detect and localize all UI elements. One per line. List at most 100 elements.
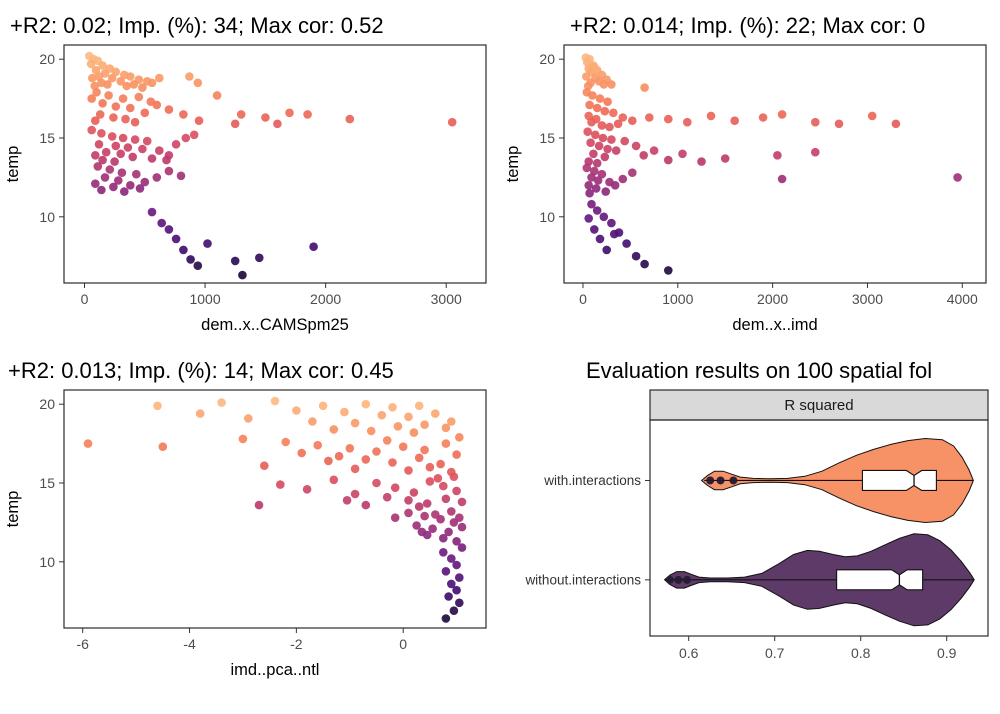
data-point [91, 179, 100, 189]
data-point [388, 403, 397, 412]
data-point [111, 102, 121, 112]
data-point [428, 524, 437, 534]
x-tick-label: 0.8 [851, 645, 871, 661]
data-point [664, 156, 673, 165]
data-point [129, 80, 139, 90]
data-point [891, 119, 901, 129]
data-point [457, 497, 467, 507]
panel-scatter-camspm25: +R2: 0.02; Imp. (%): 34; Max cor: 0.52 0… [0, 0, 500, 345]
data-point [302, 485, 312, 494]
data-point [193, 78, 203, 88]
data-point [147, 154, 157, 164]
data-point [591, 184, 601, 194]
row-label: with.interactions [543, 473, 641, 488]
data-point [111, 67, 121, 77]
scatter-svg: 0 1000 2000 3000 10 15 20 dem..x..CAMSpm25 temp [4, 44, 487, 334]
data-point [599, 212, 609, 222]
violin-plot-eval: R squared with.interactions without.intera… [500, 384, 1000, 684]
data-point [590, 225, 599, 235]
data-point [109, 182, 118, 192]
x-tick-label: 3000 [852, 291, 883, 307]
y-tick-label: 20 [39, 52, 55, 68]
data-point [589, 149, 598, 159]
data-point [86, 59, 96, 69]
data-point [404, 508, 413, 518]
x-tick-label: 1000 [189, 291, 220, 307]
data-point [720, 154, 730, 164]
data-point [179, 110, 188, 120]
data-point [123, 143, 133, 153]
data-point [110, 157, 119, 167]
data-point [398, 442, 408, 452]
data-point [420, 445, 429, 455]
data-point [130, 135, 140, 145]
data-point [649, 146, 659, 156]
y-tick-label: 20 [539, 52, 555, 68]
data-point [303, 110, 312, 120]
data-point [98, 99, 107, 108]
data-point [350, 419, 360, 428]
data-point [350, 490, 360, 499]
data-point [420, 512, 429, 521]
data-point [140, 108, 150, 118]
data-point [309, 242, 318, 252]
data-point [390, 513, 400, 523]
data-point [439, 548, 448, 557]
data-point [116, 77, 125, 86]
data-point [292, 406, 301, 416]
data-point [132, 170, 141, 179]
data-point [609, 108, 618, 118]
data-point [631, 141, 641, 151]
data-point [361, 501, 371, 510]
panel-violin-eval: Evaluation results on 100 spatial fol R … [500, 345, 1000, 714]
data-point [158, 442, 168, 452]
data-point [593, 176, 603, 186]
data-point [340, 408, 349, 417]
data-point [620, 137, 629, 146]
strip-header [649, 389, 989, 421]
data-point [93, 162, 103, 172]
data-point [390, 483, 400, 493]
data-point [613, 119, 623, 129]
x-tick-label: 2000 [310, 291, 341, 307]
data-point [361, 455, 371, 465]
outlier-point [716, 476, 725, 485]
data-point [91, 116, 100, 126]
data-point [444, 592, 453, 602]
data-point [595, 94, 605, 104]
data-point [678, 149, 687, 159]
data-point [811, 118, 820, 127]
panel-scatter-ntl: +R2: 0.013; Imp. (%): 14; Max cor: 0.45 … [0, 345, 500, 714]
data-point [584, 181, 593, 190]
data-point [436, 460, 445, 469]
data-point [152, 100, 162, 110]
data-point [318, 401, 328, 411]
box-plot [861, 470, 937, 492]
scatter-plot-ntl: -6 -4 -2 0 10 15 20 imd..pca..ntl temp [0, 384, 500, 684]
data-point [441, 494, 451, 504]
data-point [439, 534, 448, 543]
data-point [610, 181, 620, 190]
data-point [412, 521, 421, 531]
panel-border [563, 44, 987, 284]
data-point [134, 93, 144, 102]
scatter-plot-imd: 0 1000 2000 3000 4000 10 15 20 dem..x..imd temp [500, 39, 1000, 339]
x-tick-label: 0.7 [765, 645, 785, 661]
points-layer [85, 52, 457, 280]
data-point [414, 453, 424, 463]
data-point [640, 260, 649, 269]
data-point [640, 83, 649, 93]
data-point [91, 151, 100, 160]
data-point [176, 171, 186, 181]
data-point [587, 173, 596, 183]
data-point [639, 151, 648, 160]
points-layer [83, 397, 467, 624]
panel-border [649, 419, 989, 637]
data-point [87, 126, 96, 135]
data-point [189, 130, 199, 140]
data-point [285, 108, 294, 118]
outlier-point [706, 476, 715, 485]
data-point [372, 447, 381, 457]
data-point [171, 140, 181, 149]
